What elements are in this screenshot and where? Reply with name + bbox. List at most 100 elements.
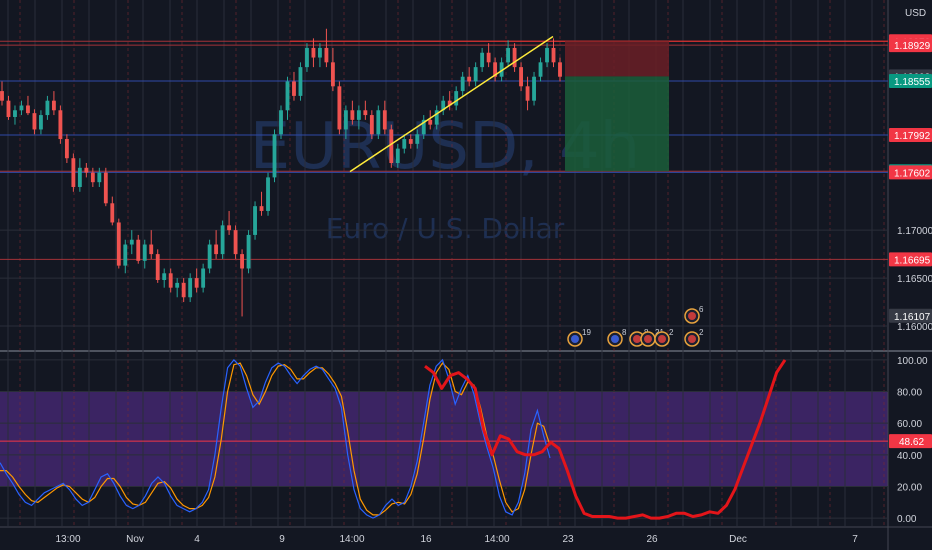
candle-body (369, 115, 374, 135)
position-target-zone[interactable] (565, 76, 669, 172)
price-ticks: 1.17000 1.16500 1.16000 (897, 226, 932, 333)
osc-tick-label: 20.00 (897, 482, 922, 493)
candle-body (162, 273, 167, 280)
candle-body (181, 282, 186, 298)
candle-body (389, 129, 394, 164)
candle-body (441, 100, 446, 111)
stoch-k-line (0, 358, 551, 519)
event-flag-icon (688, 312, 696, 320)
candle-body (90, 172, 95, 183)
candle-body (350, 110, 355, 120)
candle-body (0, 91, 4, 101)
time-tick-label: Nov (126, 534, 144, 545)
candle-body (525, 86, 530, 101)
candle-body (13, 110, 17, 117)
price-tag-bg (889, 308, 932, 323)
time-ticks: 13:00 Nov 4 9 14:00 16 14:00 23 26 Dec 7 (55, 534, 858, 545)
candle-body (103, 172, 108, 204)
price-tag-label: 1.18555 (894, 77, 931, 88)
candle-body (428, 119, 433, 125)
time-tick-label: 23 (562, 534, 574, 545)
price-tag-bg (889, 74, 932, 89)
candle-body (480, 52, 485, 68)
candle-body (155, 254, 160, 280)
candle-body (279, 110, 283, 135)
candle-body (123, 244, 128, 266)
candle-body (447, 100, 452, 106)
candle-body (240, 254, 244, 269)
trendline[interactable] (349, 35, 554, 173)
time-tick-label: 4 (194, 534, 200, 545)
candle-body (356, 110, 361, 120)
candle-body (343, 110, 348, 130)
candle-body (77, 167, 82, 187)
candle-body (545, 47, 549, 63)
price-tick-label: 1.16000 (897, 322, 932, 333)
time-tick-label: Dec (729, 534, 747, 545)
candle-body (58, 110, 63, 140)
stochastic-band (0, 391, 888, 487)
candle-body (136, 239, 141, 261)
candle-body (26, 105, 30, 114)
osc-tick-label: 80.00 (897, 388, 922, 399)
event-flag-icon (633, 335, 641, 343)
candle-body (272, 134, 277, 178)
candle-body (519, 67, 523, 87)
stoch-projection-line (424, 359, 787, 520)
candle-body (168, 273, 173, 288)
stochastic-lines (0, 358, 787, 520)
price-tag-bg (889, 165, 932, 180)
candle-body (19, 105, 24, 111)
price-tick-label: 1.17000 (897, 226, 932, 237)
candle-body (207, 244, 212, 269)
candle-body (532, 76, 536, 101)
price-tag-label: 1.17992 (894, 131, 931, 142)
time-tick-label: 14:00 (339, 534, 364, 545)
osc-tick-label: 100.00 (897, 356, 928, 367)
candle-body (188, 278, 193, 298)
time-tick-label: 13:00 (55, 534, 80, 545)
osc-level-tag-label: 48.62 (899, 437, 924, 448)
event-flag-icon (688, 335, 696, 343)
candle-body (337, 86, 342, 130)
candle-body (201, 268, 206, 288)
price-tag-label: 1.16695 (894, 255, 931, 266)
candle-body (363, 110, 368, 116)
candle-body (214, 244, 219, 255)
time-tick-label: 16 (420, 534, 432, 545)
candle-body (129, 239, 134, 245)
candles (0, 28, 562, 317)
candle-body (382, 110, 387, 130)
candle-body (233, 230, 238, 255)
price-tag-label: 1.16107 (894, 312, 931, 323)
candle-body (227, 225, 232, 231)
candle-body (305, 47, 309, 68)
candle-body (408, 139, 413, 144)
candle-body (506, 47, 511, 63)
price-tag-bg (889, 128, 932, 143)
candle-body (330, 62, 335, 87)
candle-body (253, 206, 257, 235)
event-count-label: 8 (622, 328, 627, 337)
osc-tick-label: 40.00 (897, 451, 922, 462)
candle-body (64, 139, 69, 159)
time-tick-label: 7 (852, 534, 858, 545)
candle-body (395, 148, 400, 164)
candle-body (6, 100, 11, 117)
time-tick-label: 26 (646, 534, 658, 545)
candle-body (298, 67, 303, 96)
event-count-label: 2 (669, 328, 674, 337)
candle-body (402, 139, 407, 149)
position-stop-zone[interactable] (565, 41, 669, 77)
gridlines (0, 0, 888, 526)
price-pane[interactable] (0, 0, 888, 350)
candle-body (512, 47, 517, 68)
candle-body (84, 167, 89, 173)
candle-body (454, 91, 459, 106)
candle-body (292, 81, 296, 96)
event-flag-icon (571, 335, 579, 343)
currency-label: USD (905, 8, 926, 19)
candle-body (493, 62, 498, 77)
candle-body (324, 47, 329, 63)
osc-tick-label: 0.00 (897, 514, 917, 525)
